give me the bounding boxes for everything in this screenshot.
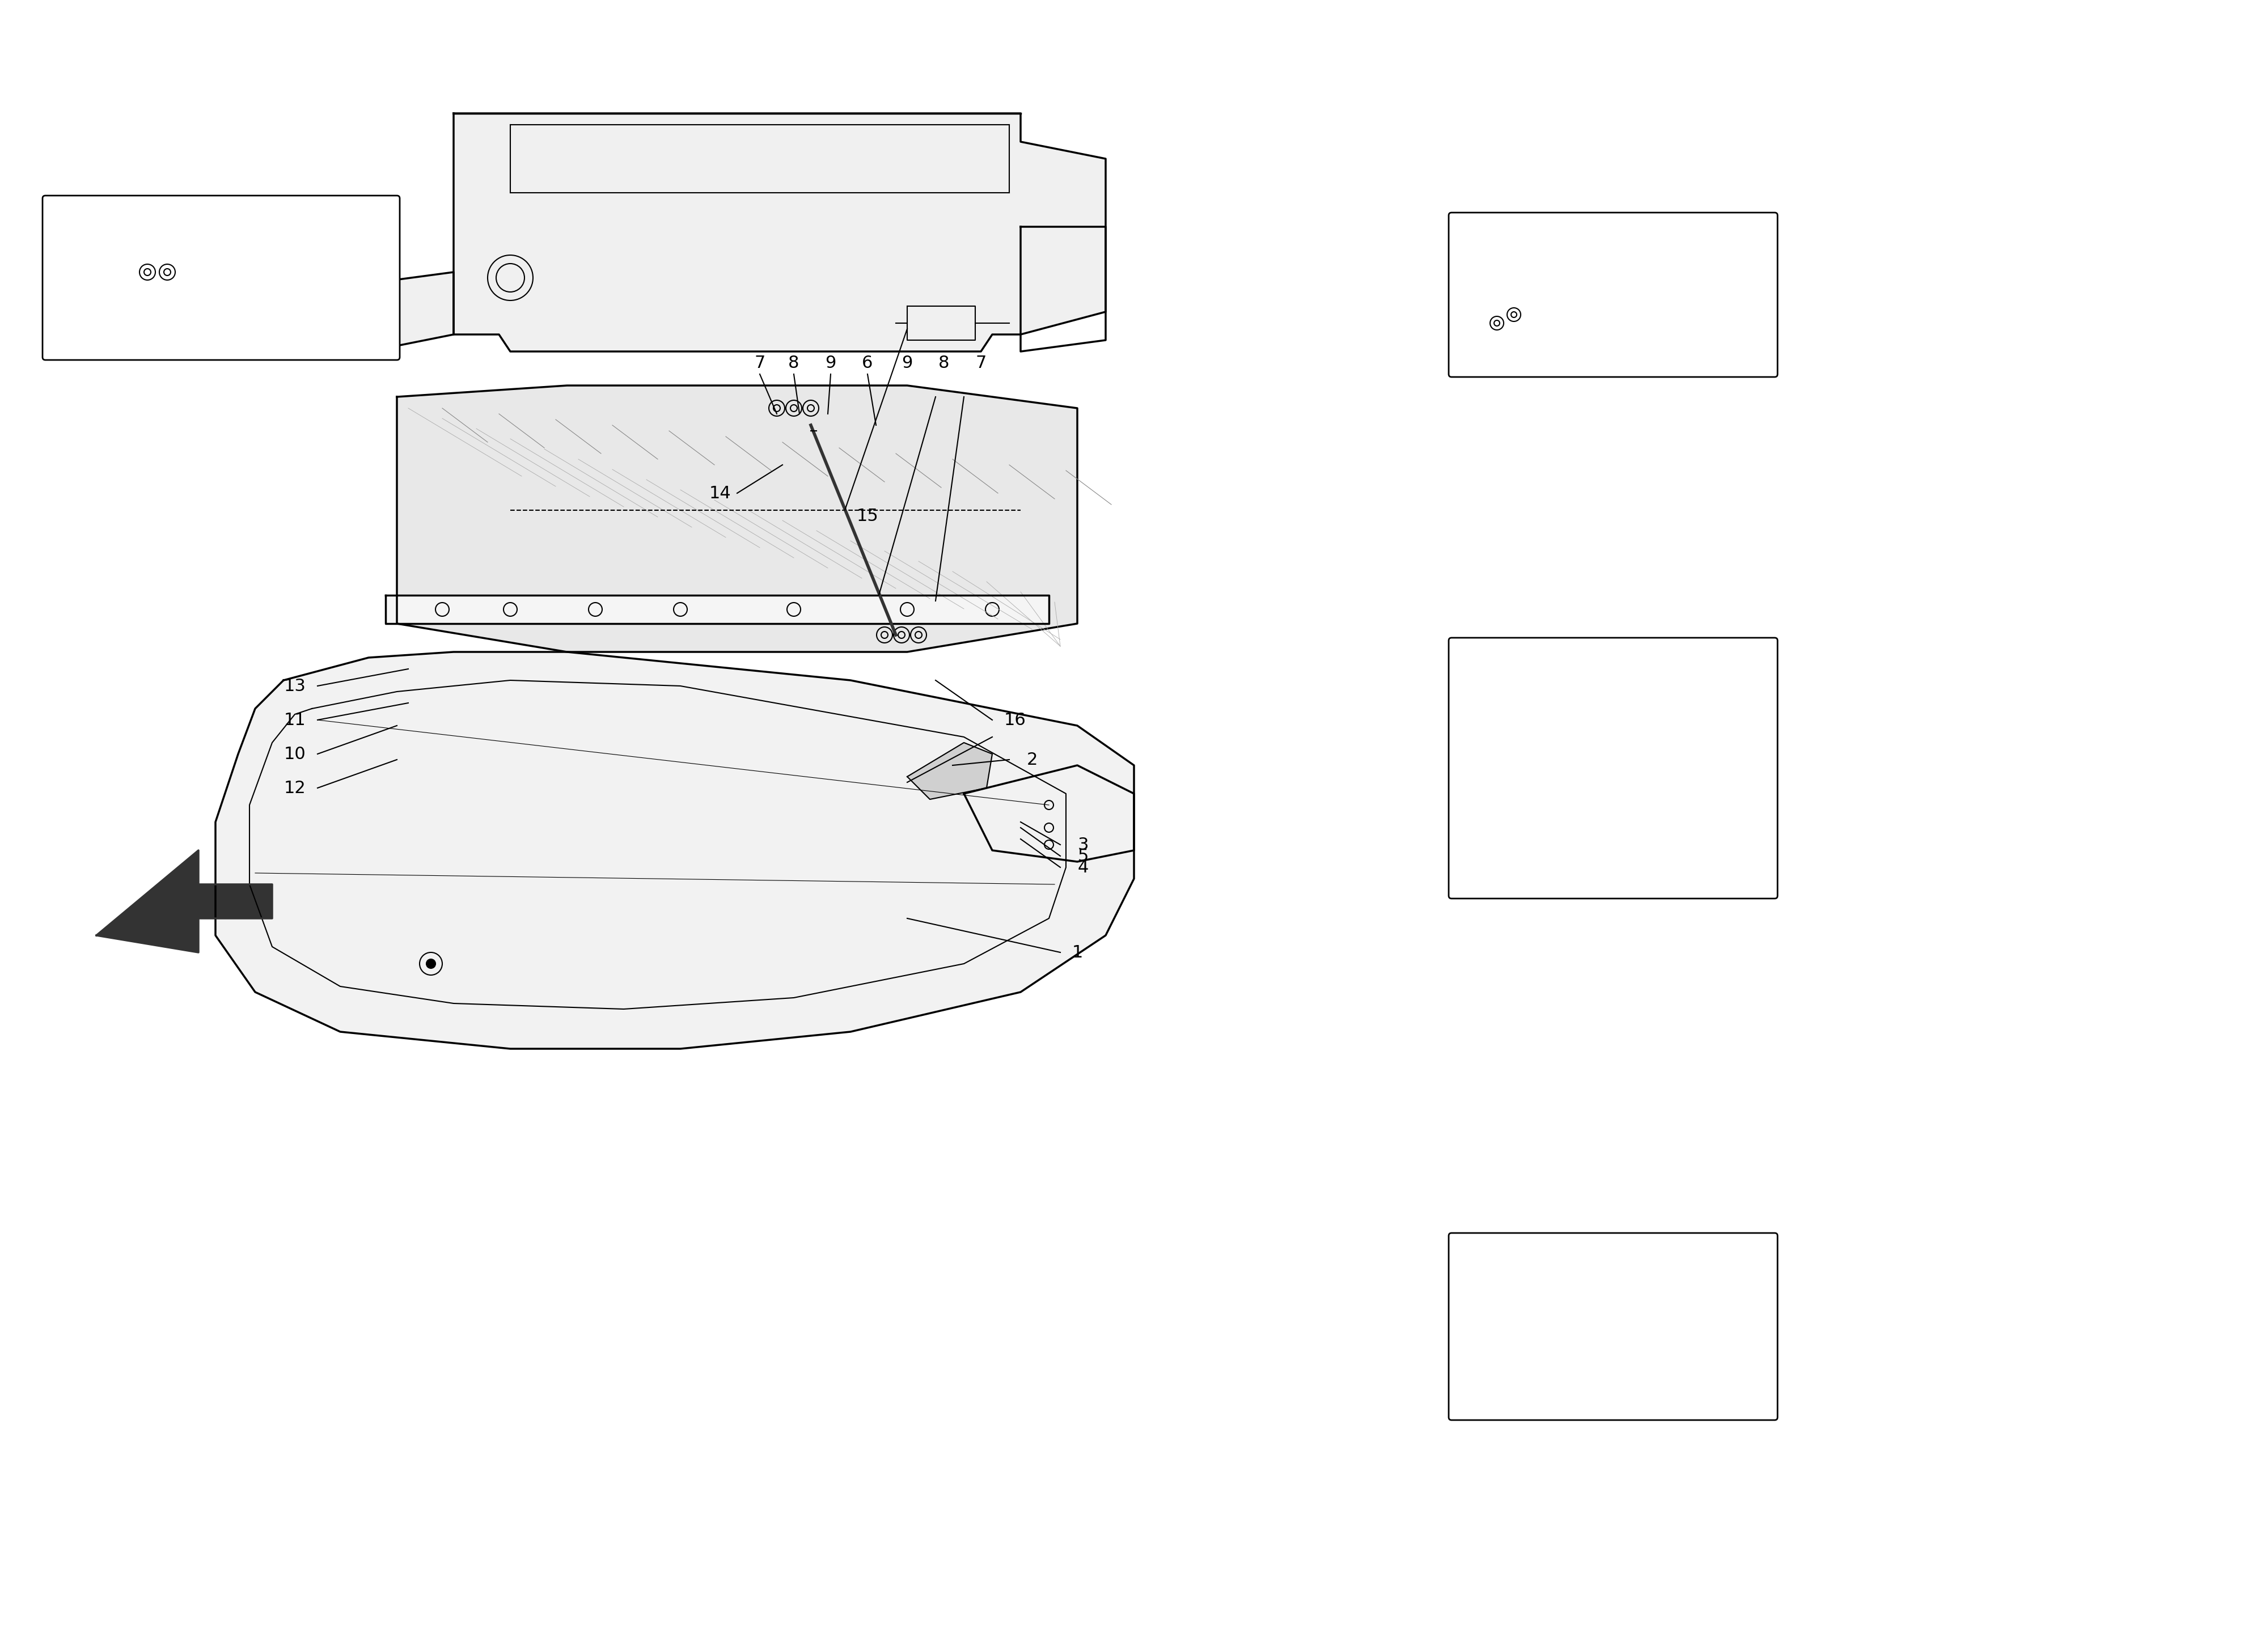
Polygon shape [95, 850, 272, 952]
Text: 22: 22 [166, 242, 186, 258]
Text: 2: 2 [1027, 751, 1036, 768]
Text: 15: 15 [857, 508, 878, 524]
Text: 20: 20 [234, 242, 254, 258]
Polygon shape [340, 273, 454, 352]
Polygon shape [454, 113, 1107, 352]
FancyBboxPatch shape [43, 196, 399, 360]
Text: 5: 5 [1077, 848, 1089, 865]
Text: 21: 21 [120, 242, 141, 258]
Text: 9: 9 [903, 355, 912, 372]
Text: 12: 12 [284, 779, 306, 796]
Text: 6: 6 [862, 355, 873, 372]
Text: 7: 7 [975, 355, 987, 372]
Polygon shape [215, 653, 1134, 1049]
Text: 14: 14 [710, 485, 730, 501]
Text: 24: 24 [1594, 672, 1615, 689]
Text: 9: 9 [826, 355, 837, 372]
Circle shape [426, 958, 435, 968]
Text: 11: 11 [284, 712, 306, 728]
Polygon shape [1479, 1292, 1637, 1355]
Text: 23: 23 [1594, 1272, 1615, 1289]
FancyBboxPatch shape [1449, 638, 1778, 899]
Text: 1: 1 [1073, 944, 1082, 960]
Text: 7: 7 [755, 355, 764, 372]
Polygon shape [386, 595, 1048, 623]
Text: 4: 4 [1077, 860, 1089, 876]
Polygon shape [397, 385, 1077, 653]
Text: 10: 10 [284, 746, 306, 763]
Text: 19: 19 [1533, 293, 1551, 309]
Polygon shape [907, 743, 993, 799]
Text: 13: 13 [284, 677, 306, 694]
Text: 3: 3 [1077, 837, 1089, 853]
Text: I POD: I POD [1520, 801, 1588, 822]
Text: 8: 8 [789, 355, 798, 372]
Text: 18: 18 [1617, 270, 1637, 286]
Text: 575M: 575M [1533, 1315, 1585, 1332]
Text: 8: 8 [939, 355, 950, 372]
FancyBboxPatch shape [1449, 212, 1778, 376]
Polygon shape [1486, 732, 1622, 802]
Text: 17: 17 [1613, 235, 1631, 252]
Polygon shape [200, 255, 284, 278]
FancyBboxPatch shape [1449, 1233, 1778, 1420]
Polygon shape [1531, 238, 1622, 317]
Text: 16: 16 [1005, 712, 1025, 728]
